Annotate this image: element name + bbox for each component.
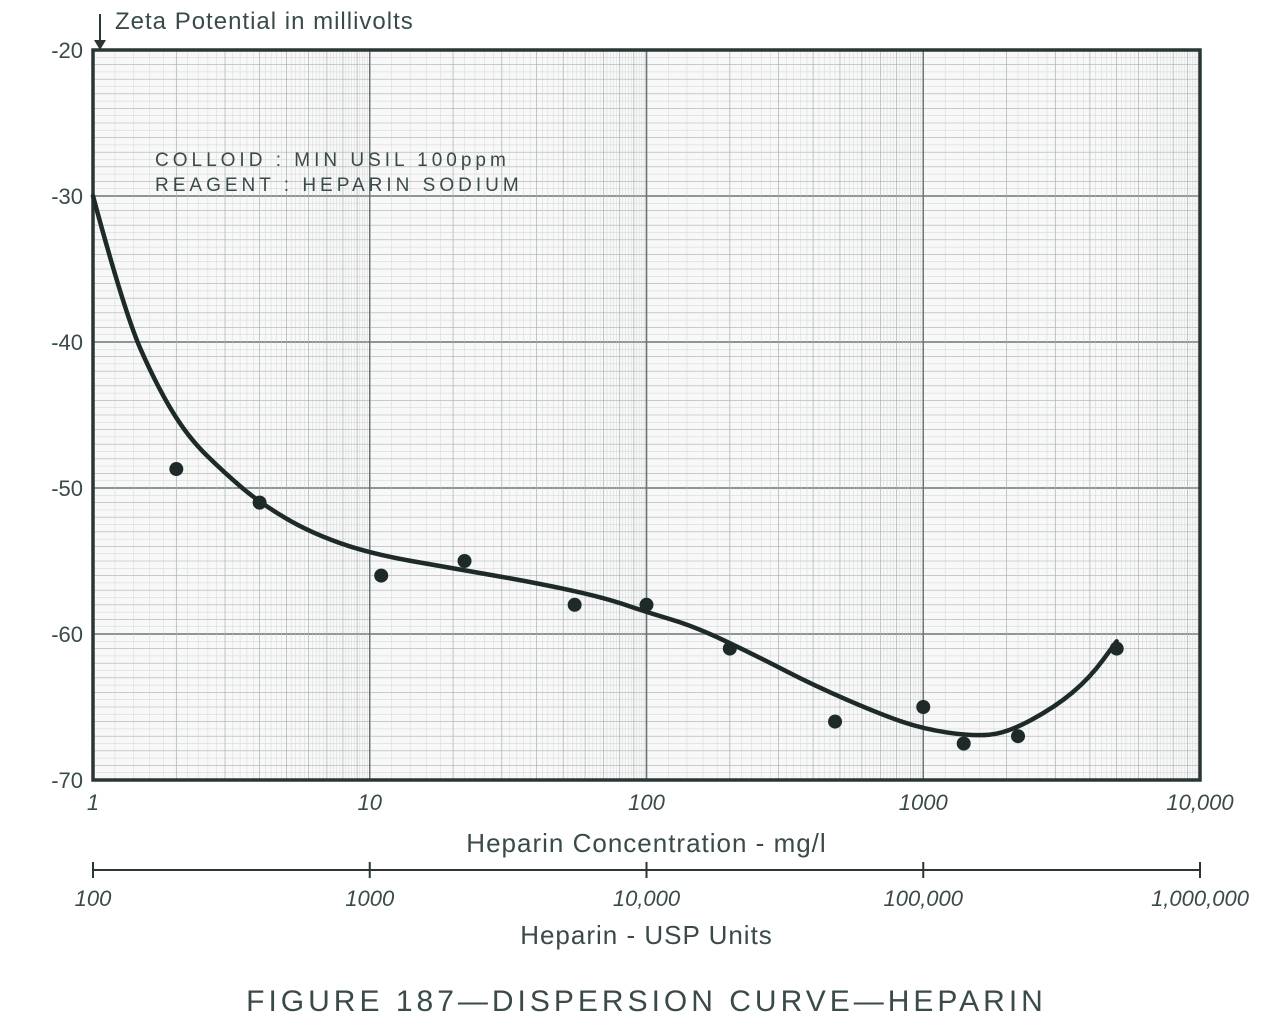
y-tick-label: -40 (23, 330, 83, 356)
y-tick-label: -20 (23, 38, 83, 64)
x1-tick-label: 100 (628, 790, 665, 816)
annotation-colloid: COLLOID : MIN USIL 100ppm (155, 150, 510, 172)
y-tick-label: -60 (23, 622, 83, 648)
x1-tick-label: 1000 (899, 790, 948, 816)
x2-axis-title: Heparin - USP Units (520, 920, 773, 951)
x2-tick-label: 1000 (345, 886, 394, 912)
x2-tick-label: 10,000 (613, 886, 680, 912)
figure-caption: FIGURE 187—DISPERSION CURVE—HEPARIN (246, 985, 1047, 1019)
y-axis-arrow-icon (90, 12, 110, 52)
x2-tick-label: 1,000,000 (1151, 886, 1249, 912)
x1-tick-label: 10,000 (1166, 790, 1233, 816)
y-tick-label: -50 (23, 476, 83, 502)
y-tick-label: -70 (23, 768, 83, 794)
x2-tick-label: 100,000 (883, 886, 963, 912)
x2-tick-label: 100 (75, 886, 112, 912)
x1-tick-label: 10 (358, 790, 382, 816)
x1-axis-title: Heparin Concentration - mg/l (466, 828, 826, 859)
y-axis-title: Zeta Potential in millivolts (115, 8, 414, 36)
y-tick-label: -30 (23, 184, 83, 210)
x1-tick-label: 1 (87, 790, 99, 816)
annotation-reagent: REAGENT : HEPARIN SODIUM (155, 175, 523, 197)
